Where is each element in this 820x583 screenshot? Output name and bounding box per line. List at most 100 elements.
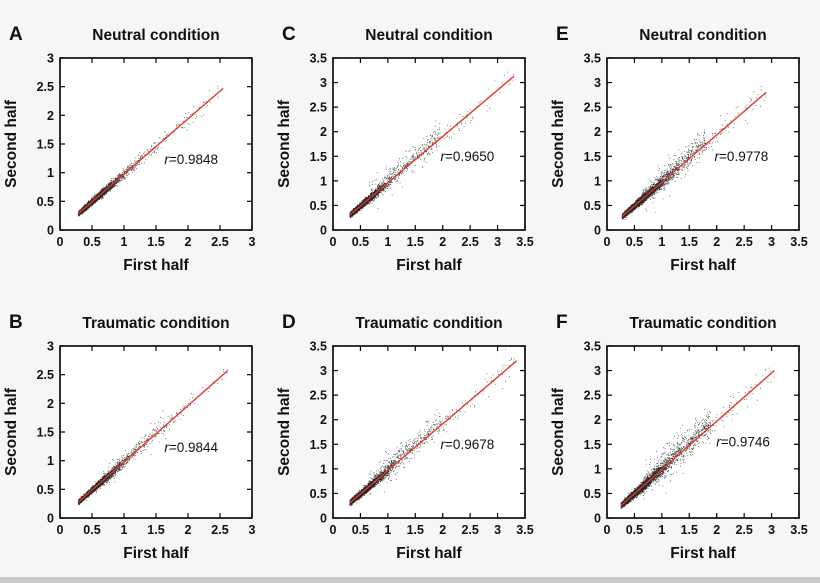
x-tick-label: 1 (384, 523, 391, 537)
y-tick-label: 1.5 (310, 438, 327, 452)
y-tick-label: 3.5 (584, 340, 601, 354)
scatter-plot-B: B Traumatic condition 0 0.5 1 1.5 2 2.5 3 0 0.5 1 1.… (3, 312, 256, 562)
y-tick-label: 0 (594, 224, 601, 238)
y-tick-label: 0.5 (310, 487, 327, 501)
y-tick-label: 0 (320, 224, 327, 238)
x-tick-label: 1.5 (407, 523, 424, 537)
x-tick-label: 1 (658, 523, 665, 537)
x-tick-label: 2.5 (461, 235, 478, 249)
x-tick-label: 1.5 (681, 523, 698, 537)
panel-title: Traumatic condition (629, 315, 776, 332)
regression-line (349, 360, 518, 504)
y-tick-label: 1.5 (37, 138, 54, 152)
x-tick-label: 0 (330, 523, 337, 537)
panel-title: Neutral condition (639, 27, 766, 44)
panel-E: E Neutral condition 0 0.5 1 1.5 2 2.5 3 3.5 0 0.5 1 1… (547, 0, 820, 288)
x-tick-label: 0.5 (626, 523, 643, 537)
x-tick-label: 0 (57, 235, 64, 249)
correlation-label: r=0.9778 (715, 149, 769, 164)
y-tick-label: 0 (320, 512, 327, 526)
y-tick-label: 2.5 (37, 368, 54, 382)
x-tick-label: 1 (121, 235, 128, 249)
axis-box (332, 57, 526, 231)
y-tick-label: 2 (47, 397, 54, 411)
x-axis-label: First half (396, 545, 462, 562)
x-tick-label: 3 (249, 235, 256, 249)
panel-C: C Neutral condition 0 0.5 1 1.5 2 2.5 3 3.5 0 0.5 1 1… (273, 0, 547, 288)
regression-line (620, 370, 775, 507)
y-tick-label: 0.5 (310, 199, 327, 213)
x-tick-label: 2.5 (211, 523, 228, 537)
y-tick-label: 3.5 (310, 52, 327, 66)
panel-title: Traumatic condition (355, 315, 502, 332)
y-axis-label: Second half (550, 387, 567, 476)
panel-letter: B (9, 312, 23, 333)
x-axis-label: First half (396, 257, 462, 274)
scatter-plot-D: D Traumatic condition 0 0.5 1 1.5 2 2.5 3 3.5 0 0.5… (276, 312, 534, 562)
y-tick-label: 0 (47, 512, 54, 526)
y-tick-label: 2.5 (310, 389, 327, 403)
x-tick-label: 0.5 (352, 235, 369, 249)
x-tick-label: 1 (121, 523, 128, 537)
x-tick-label: 0.5 (352, 523, 369, 537)
y-tick-label: 1 (594, 174, 601, 188)
axis-box (606, 345, 800, 519)
panel-title: Neutral condition (92, 27, 219, 44)
y-tick-label: 0.5 (584, 199, 601, 213)
y-tick-label: 3.5 (310, 340, 327, 354)
scatter-plot-A: A Neutral condition 0 0.5 1 1.5 2 2.5 3 0 0.5 1 1.5 2… (3, 24, 256, 274)
x-tick-label: 1.5 (681, 235, 698, 249)
x-tick-label: 2.5 (461, 523, 478, 537)
x-tick-label: 2 (713, 523, 720, 537)
y-tick-label: 3 (47, 340, 54, 354)
y-tick-label: 2 (594, 413, 601, 427)
y-axis-label: Second half (3, 387, 20, 476)
x-tick-label: 2 (185, 523, 192, 537)
x-axis-label: First half (123, 545, 189, 562)
x-tick-label: 3 (768, 523, 775, 537)
x-tick-label: 0.5 (83, 235, 100, 249)
y-tick-label: 1 (320, 462, 327, 476)
x-tick-label: 3 (249, 523, 256, 537)
y-tick-label: 3 (320, 364, 327, 378)
x-axis-label: First half (670, 257, 736, 274)
panel-letter: A (9, 24, 23, 45)
x-tick-label: 2 (713, 235, 720, 249)
axis-ticks (606, 57, 800, 231)
y-tick-label: 1 (320, 174, 327, 188)
x-tick-label: 1.5 (147, 523, 164, 537)
axis-box (332, 345, 526, 519)
y-tick-label: 2.5 (584, 389, 601, 403)
y-tick-label: 1 (47, 454, 54, 468)
y-tick-label: 3 (594, 364, 601, 378)
y-tick-label: 1.5 (584, 438, 601, 452)
y-tick-label: 3 (320, 76, 327, 90)
y-axis-label: Second half (276, 99, 293, 188)
y-tick-label: 0 (594, 512, 601, 526)
correlation-label: r=0.9678 (441, 437, 495, 452)
panel-A: A Neutral condition 0 0.5 1 1.5 2 2.5 3 0 0.5 1 1.5 2… (0, 0, 273, 288)
panel-title: Neutral condition (365, 27, 492, 44)
axis-ticks (332, 345, 526, 519)
panel-title: Traumatic condition (82, 315, 229, 332)
regression-line (349, 75, 515, 216)
panel-letter: D (282, 312, 296, 333)
y-tick-label: 2.5 (584, 101, 601, 115)
correlation-label: r=0.9844 (164, 440, 218, 455)
y-tick-label: 3 (47, 52, 54, 66)
x-tick-label: 0.5 (626, 235, 643, 249)
y-tick-label: 1 (594, 462, 601, 476)
x-tick-label: 3.5 (790, 235, 807, 249)
y-tick-label: 1.5 (584, 150, 601, 164)
y-axis-label: Second half (550, 99, 567, 188)
panel-letter: E (556, 24, 569, 45)
axis-ticks (606, 345, 800, 519)
y-tick-label: 3.5 (584, 52, 601, 66)
x-tick-label: 3 (494, 523, 501, 537)
x-tick-label: 3.5 (516, 235, 533, 249)
x-axis-label: First half (123, 257, 189, 274)
y-tick-label: 3 (594, 76, 601, 90)
x-tick-label: 2 (439, 235, 446, 249)
